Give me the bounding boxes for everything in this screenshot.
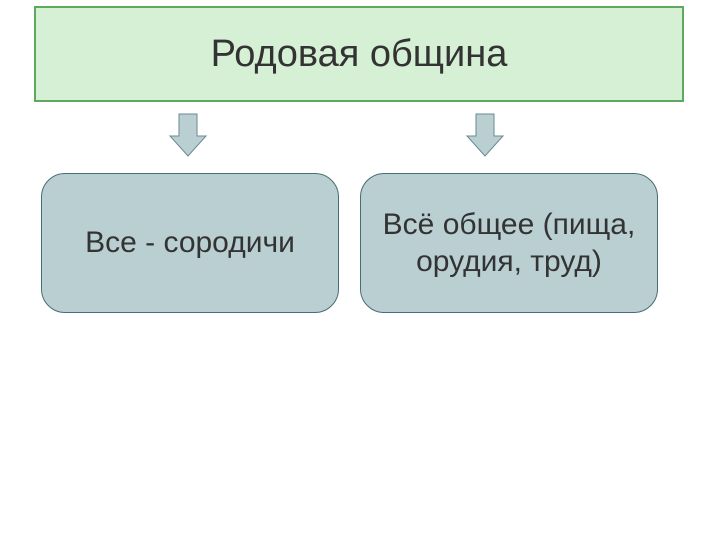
child-node-left: Все - сородичи — [41, 173, 339, 313]
title-box: Родовая община — [34, 6, 684, 102]
title-text: Родовая община — [211, 33, 508, 76]
child-node-right: Всё общее (пища, орудия, труд) — [360, 173, 658, 313]
child-text-right: Всё общее (пища, орудия, труд) — [371, 206, 647, 281]
child-text-left: Все - сородичи — [85, 224, 295, 262]
arrow-down-icon — [465, 112, 505, 158]
arrow-down-icon — [168, 112, 208, 158]
